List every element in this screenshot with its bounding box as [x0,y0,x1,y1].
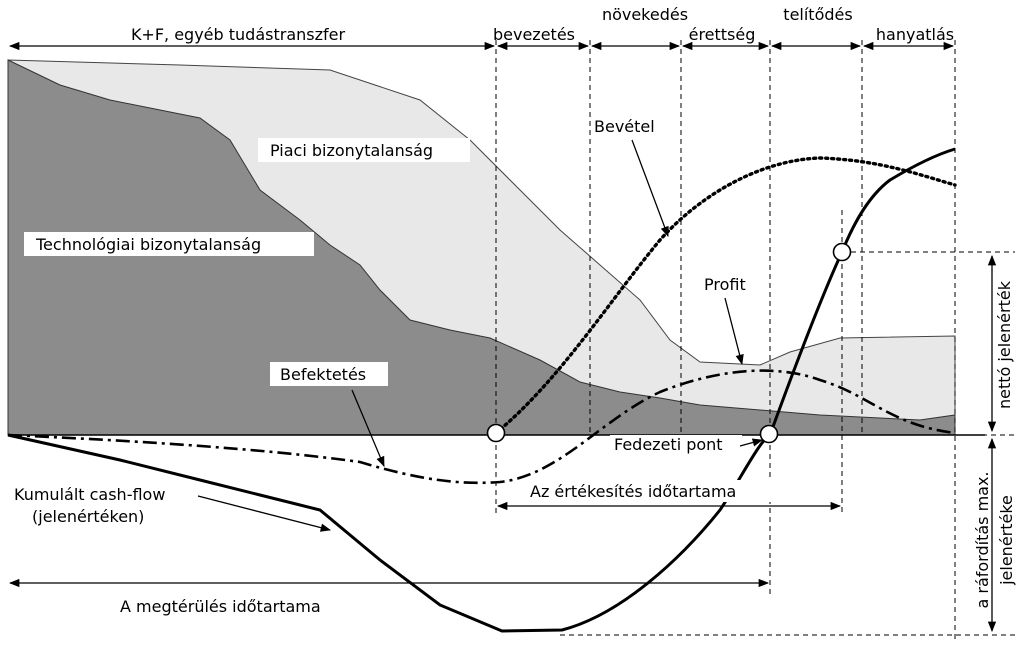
profit-label: Profit [704,275,746,294]
phase-label-decline: hanyatlás [876,25,954,44]
revenue-label: Bevétel [594,117,655,136]
technology-uncertainty-label: Technológiai bizonytalanság [35,235,261,254]
investment-leader [351,389,385,467]
revenue-curve [494,156,957,435]
phase-label-saturation: telítődés [783,5,852,24]
break-even-point-marker [759,424,779,444]
phase-label-growth: növekedés [602,5,688,24]
cash-flow-label-line1: Kumulált cash-flow [14,485,165,504]
phase-label-rnd: K+F, egyéb tudástranszfer [131,25,346,44]
cash-flow-label-line2: (jelenértéken) [32,507,144,526]
sales-period-label-box [520,480,780,502]
max-spend-label-line1: a ráfordítás max. [973,471,992,608]
max-spend-label-line2: jelenértéke [997,495,1016,586]
npv-point-marker [832,242,852,262]
phase-label-maturity: érettség [689,25,756,44]
npv-label: nettó jelenérték [995,280,1014,409]
investment-label-box [270,362,388,386]
break-even-leader [739,438,764,447]
technology-uncertainty-area [7,59,956,436]
cash-flow-leader [197,495,332,532]
investment-profit-curve [7,369,956,485]
market-uncertainty-label: Piaci bizonytalanság [270,141,433,160]
market-uncertainty-label-box [258,138,470,162]
technology-uncertainty-label-box [24,232,314,256]
payback-period-label: A megtérülés időtartama [120,597,321,616]
break-even-label-box [610,435,742,455]
break-even-label: Fedezeti pont [614,435,723,454]
profit-leader [724,297,744,366]
investment-label: Befektetés [280,365,366,384]
launch-point-marker [486,423,506,443]
sales-period-label: Az értékesítés időtartama [530,482,736,501]
revenue-leader [631,139,669,237]
phase-label-introduction: bevezetés [493,25,575,44]
